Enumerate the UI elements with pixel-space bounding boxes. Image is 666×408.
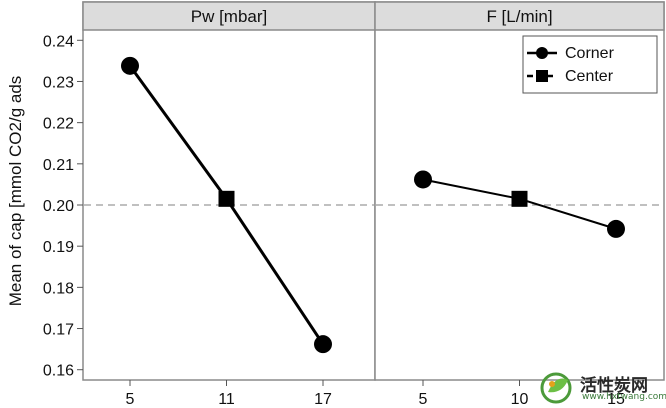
legend-center-marker	[536, 70, 548, 82]
y-axis-title: Mean of cap [mmol CO2/g ads	[6, 76, 25, 307]
legend-center-label: Center	[565, 68, 614, 85]
series-line-segment	[225, 197, 325, 346]
leaf-logo-icon	[540, 372, 572, 404]
center-point	[511, 190, 528, 207]
y-tick-label: 0.18	[43, 280, 74, 297]
y-tick-label: 0.16	[43, 363, 74, 380]
y-tick-label: 0.19	[43, 239, 74, 256]
legend-corner-marker	[536, 47, 548, 59]
corner-point	[314, 335, 332, 354]
y-tick-label: 0.24	[43, 33, 74, 50]
x-tick-label: 5	[126, 391, 135, 408]
panel-2-strip	[374, 1, 665, 31]
x-tick-label: 17	[314, 391, 332, 408]
series-line-segment	[128, 64, 228, 200]
x-tick-label: 11	[218, 391, 235, 408]
x-axis: 5 11 17 5 10 15	[126, 380, 625, 408]
x-tick-label: 15	[607, 391, 625, 408]
legend-box	[522, 35, 658, 94]
panel-2-title: F [L/min]	[486, 7, 552, 26]
x-tick-label: 10	[511, 391, 529, 408]
panel-1-strip	[82, 1, 376, 31]
legend: Corner Center	[522, 35, 658, 94]
panel-1-title: Pw [mbar]	[191, 7, 268, 26]
corner-point	[414, 170, 432, 189]
series-line-segment	[422, 178, 520, 200]
y-tick-label: 0.23	[43, 74, 74, 91]
watermark-logo: 活性炭网 www.hxtwang.com	[538, 368, 666, 408]
legend-corner-label: Corner	[565, 45, 615, 62]
y-axis: 0.16 0.17 0.18 0.19 0.20 0.21 0.22 0.23 0.24	[43, 33, 83, 380]
series-line-segment	[519, 197, 617, 230]
watermark-text: 活性炭网	[580, 376, 648, 396]
y-tick-label: 0.20	[43, 198, 74, 215]
corner-point	[121, 56, 139, 75]
y-tick-label: 0.21	[43, 157, 74, 174]
watermark-subtext: www.hxtwang.com	[582, 392, 666, 402]
series-layer	[121, 56, 625, 354]
y-tick-label: 0.17	[43, 322, 74, 339]
x-tick-label: 5	[419, 391, 428, 408]
y-tick-label: 0.22	[43, 116, 74, 133]
corner-point	[607, 219, 625, 238]
center-point	[218, 190, 235, 207]
